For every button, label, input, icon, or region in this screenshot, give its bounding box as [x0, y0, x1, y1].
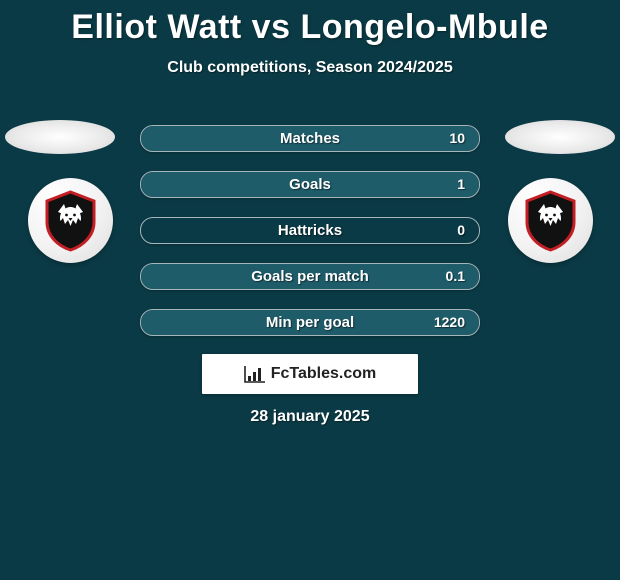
bar-label: Min per goal	[141, 310, 479, 335]
bar-label: Hattricks	[141, 218, 479, 243]
bar-value-right: 0	[457, 218, 465, 243]
bar-value-right: 1	[457, 172, 465, 197]
badge-circle-right	[508, 178, 593, 263]
bar-label: Matches	[141, 126, 479, 151]
team-badge-right	[500, 178, 600, 263]
date-stamp: 28 january 2025	[0, 408, 620, 426]
badge-circle-left	[28, 178, 113, 263]
branding-box: FcTables.com	[202, 354, 418, 394]
bar-value-right: 1220	[434, 310, 465, 335]
bar-value-right: 10	[449, 126, 465, 151]
stat-bar: Hattricks0	[140, 217, 480, 244]
spotlight-left	[5, 120, 115, 154]
branding-text: FcTables.com	[271, 365, 377, 383]
page-subtitle: Club competitions, Season 2024/2025	[0, 59, 620, 77]
spotlight-right	[505, 120, 615, 154]
stats-bars: Matches10Goals1Hattricks0Goals per match…	[140, 125, 480, 355]
bar-label: Goals per match	[141, 264, 479, 289]
bar-label: Goals	[141, 172, 479, 197]
bar-value-right: 0.1	[446, 264, 465, 289]
stat-bar: Goals per match0.1	[140, 263, 480, 290]
team-badge-left	[20, 178, 120, 263]
shield-lion-icon	[43, 190, 98, 252]
page-title: Elliot Watt vs Longelo-Mbule	[0, 0, 620, 47]
stat-bar: Goals1	[140, 171, 480, 198]
stat-bar: Min per goal1220	[140, 309, 480, 336]
shield-lion-icon	[523, 190, 578, 252]
bar-chart-icon	[244, 365, 266, 383]
stat-bar: Matches10	[140, 125, 480, 152]
